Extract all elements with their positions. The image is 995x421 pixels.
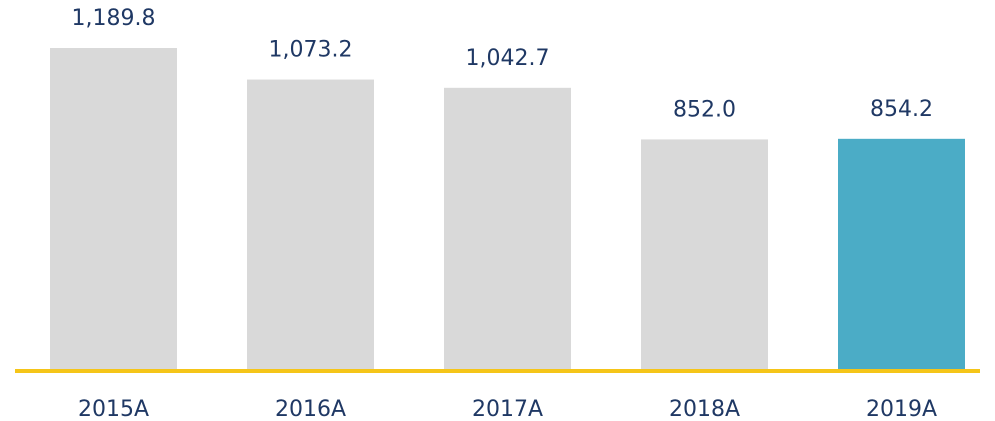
value-label: 854.2 bbox=[870, 97, 933, 122]
x-tick-label: 2017A bbox=[472, 397, 543, 421]
bar bbox=[247, 79, 374, 370]
bar bbox=[641, 139, 768, 370]
x-tick-label: 2018A bbox=[669, 397, 740, 421]
x-tick-label: 2016A bbox=[275, 397, 346, 421]
x-tick-label: 2019A bbox=[866, 397, 937, 421]
bar bbox=[50, 48, 177, 370]
value-label: 852.0 bbox=[673, 97, 736, 122]
x-tick-label: 2015A bbox=[78, 397, 149, 421]
value-label: 1,073.2 bbox=[269, 38, 353, 63]
bar bbox=[838, 138, 965, 370]
value-label: 1,189.8 bbox=[72, 6, 156, 31]
value-label: 1,042.7 bbox=[466, 46, 550, 71]
bar bbox=[444, 87, 571, 371]
